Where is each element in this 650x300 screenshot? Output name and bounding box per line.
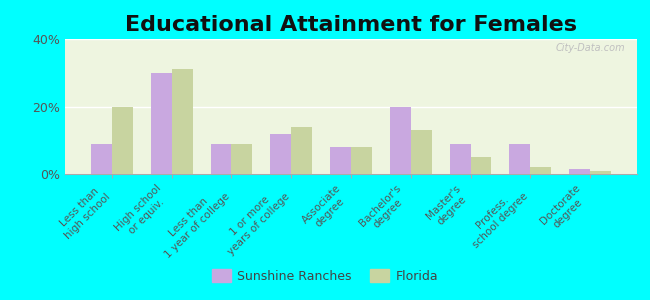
Bar xyxy=(91,144,112,174)
Bar xyxy=(450,144,471,174)
Bar xyxy=(590,171,611,174)
Bar xyxy=(530,167,551,174)
Bar xyxy=(471,157,491,174)
Bar xyxy=(172,69,192,174)
Title: Educational Attainment for Females: Educational Attainment for Females xyxy=(125,15,577,35)
Bar xyxy=(291,127,312,174)
Bar xyxy=(411,130,432,174)
Bar xyxy=(270,134,291,174)
Bar xyxy=(569,169,590,174)
Bar xyxy=(211,144,231,174)
Legend: Sunshine Ranches, Florida: Sunshine Ranches, Florida xyxy=(207,264,443,288)
Text: City-Data.com: City-Data.com xyxy=(556,43,625,53)
Bar xyxy=(510,144,530,174)
Bar xyxy=(151,73,172,174)
Bar xyxy=(390,106,411,174)
Bar xyxy=(231,144,252,174)
Bar xyxy=(330,147,351,174)
Bar xyxy=(112,106,133,174)
Bar xyxy=(351,147,372,174)
